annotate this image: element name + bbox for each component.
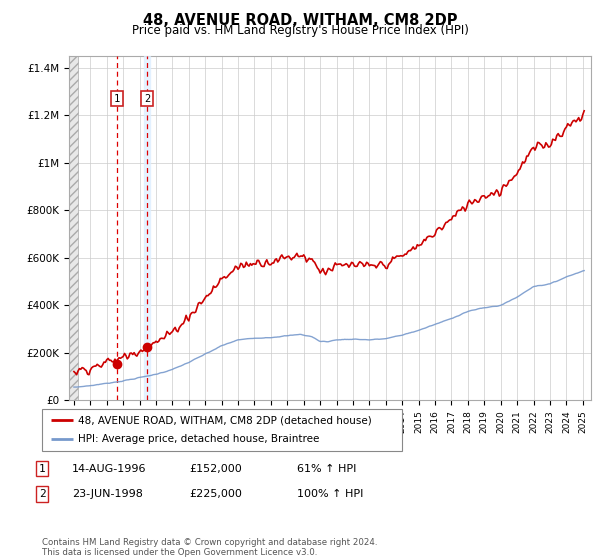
Text: £225,000: £225,000 — [189, 489, 242, 499]
Text: HPI: Average price, detached house, Braintree: HPI: Average price, detached house, Brai… — [78, 435, 319, 445]
Text: 1: 1 — [38, 464, 46, 474]
Text: £152,000: £152,000 — [189, 464, 242, 474]
Text: Price paid vs. HM Land Registry's House Price Index (HPI): Price paid vs. HM Land Registry's House … — [131, 24, 469, 36]
Text: 2: 2 — [144, 94, 150, 104]
Text: 48, AVENUE ROAD, WITHAM, CM8 2DP (detached house): 48, AVENUE ROAD, WITHAM, CM8 2DP (detach… — [78, 415, 372, 425]
Text: 2: 2 — [38, 489, 46, 499]
Text: 48, AVENUE ROAD, WITHAM, CM8 2DP: 48, AVENUE ROAD, WITHAM, CM8 2DP — [143, 13, 457, 28]
Text: 61% ↑ HPI: 61% ↑ HPI — [297, 464, 356, 474]
Text: Contains HM Land Registry data © Crown copyright and database right 2024.
This d: Contains HM Land Registry data © Crown c… — [42, 538, 377, 557]
Bar — [144, 56, 150, 400]
Text: 1: 1 — [114, 94, 120, 104]
FancyBboxPatch shape — [42, 409, 402, 451]
Bar — [69, 56, 78, 400]
Text: 14-AUG-1996: 14-AUG-1996 — [72, 464, 146, 474]
Text: 23-JUN-1998: 23-JUN-1998 — [72, 489, 143, 499]
Text: 100% ↑ HPI: 100% ↑ HPI — [297, 489, 364, 499]
